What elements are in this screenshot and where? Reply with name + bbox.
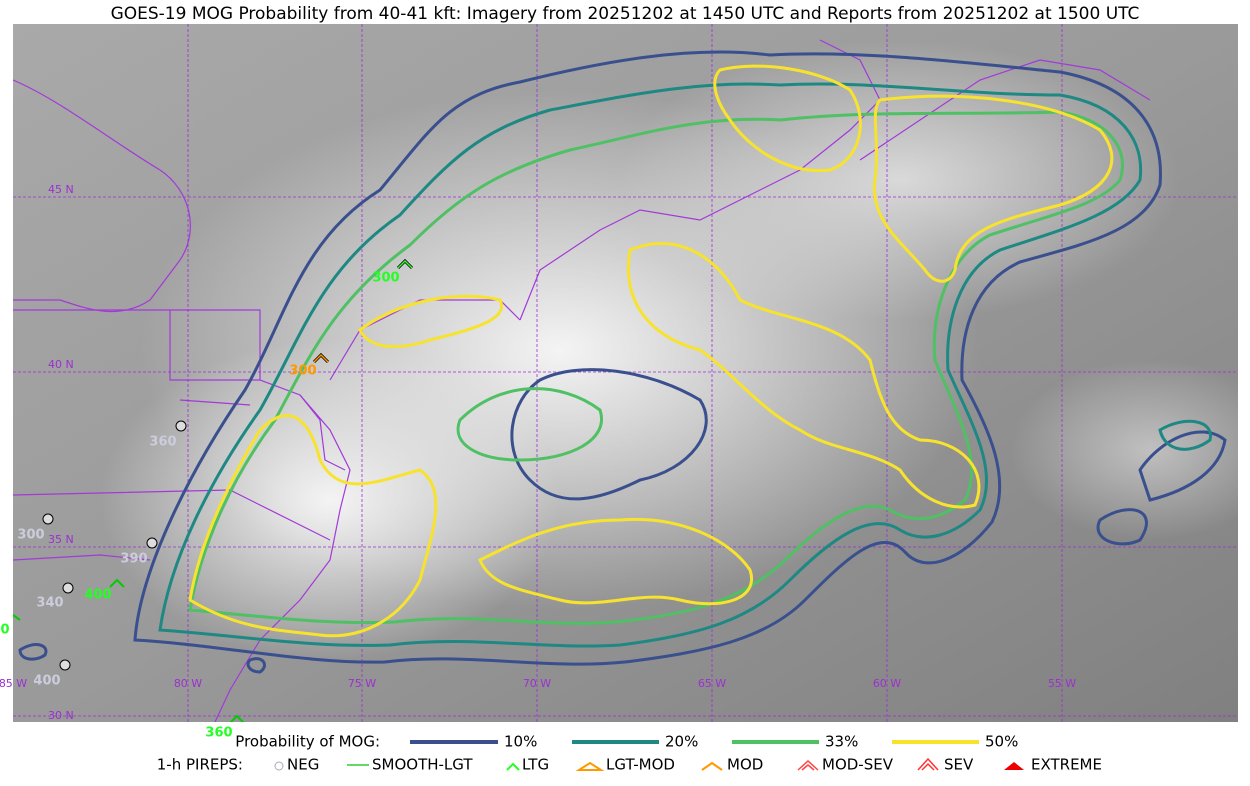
contours-10 bbox=[18, 50, 1227, 674]
contour bbox=[18, 643, 266, 674]
contour bbox=[1138, 430, 1227, 502]
state-border bbox=[170, 309, 261, 406]
legend-item: 33% bbox=[825, 733, 858, 751]
lon-label: 65 W bbox=[698, 677, 726, 690]
lon-label: 75 W bbox=[348, 677, 376, 690]
contour bbox=[510, 368, 708, 501]
neg-symbol bbox=[59, 659, 71, 671]
contour bbox=[478, 517, 754, 606]
contour bbox=[133, 50, 1162, 666]
pirep-label: 340 bbox=[36, 596, 63, 611]
legend-item: LTG bbox=[522, 756, 549, 774]
lat-label: 30 N bbox=[48, 709, 74, 722]
contour bbox=[158, 82, 1143, 648]
graticule bbox=[13, 24, 1238, 722]
contour bbox=[872, 94, 1114, 283]
lon-label: 70 W bbox=[523, 677, 551, 690]
legend: Probability of MOG: 10% 20% 33% 50% 1-h … bbox=[157, 733, 1102, 774]
mod-sev-symbol bbox=[797, 759, 819, 771]
pirep-label: 300 bbox=[372, 271, 399, 286]
lon-label: 80 W bbox=[174, 677, 202, 690]
contour bbox=[188, 414, 438, 638]
pirep-label: 390 bbox=[120, 552, 147, 567]
legend-item: EXTREME bbox=[1031, 756, 1102, 774]
legend-item: SEV bbox=[944, 756, 974, 774]
sev-symbol bbox=[917, 757, 939, 771]
contour bbox=[358, 294, 504, 349]
legend-item: 50% bbox=[985, 733, 1018, 751]
legend-item: MOD-SEV bbox=[822, 756, 894, 774]
extreme-symbol bbox=[1004, 762, 1024, 770]
pirep-label: 400 bbox=[33, 674, 60, 689]
ltg-symbol bbox=[13, 578, 245, 722]
legend-item: 20% bbox=[665, 733, 698, 751]
ltg-symbol bbox=[397, 259, 413, 269]
map bbox=[13, 24, 1238, 722]
cloud bbox=[100, 340, 560, 660]
neg-symbol bbox=[62, 582, 74, 594]
pirep-label: 400 bbox=[84, 588, 111, 603]
neg-symbol bbox=[274, 761, 284, 771]
coastline bbox=[859, 59, 1151, 161]
neg-symbol bbox=[175, 420, 187, 432]
contours-20 bbox=[158, 82, 1212, 648]
contour bbox=[1096, 508, 1148, 546]
legend-item: SMOOTH-LGT bbox=[372, 756, 473, 774]
lon-label: 55 W bbox=[1048, 677, 1076, 690]
legend-item: NEG bbox=[287, 756, 319, 774]
contour bbox=[1158, 419, 1212, 451]
lon-label: 60 W bbox=[873, 677, 901, 690]
contour bbox=[713, 64, 862, 173]
title: GOES-19 MOG Probability from 40-41 kft: … bbox=[111, 4, 1140, 24]
pirep-label: 360 bbox=[205, 726, 232, 741]
lat-label: 40 N bbox=[48, 358, 74, 371]
pirep-label: 360 bbox=[149, 435, 176, 450]
contours-50 bbox=[188, 64, 1114, 638]
legend-item: LGT-MOD bbox=[606, 756, 675, 774]
legend-title: Probability of MOG: bbox=[235, 733, 380, 751]
pirep-symbols bbox=[13, 258, 414, 722]
contour bbox=[456, 387, 603, 462]
pirep-label: 300 bbox=[289, 364, 316, 379]
ltg-symbol bbox=[506, 762, 520, 771]
mod-symbol bbox=[313, 353, 329, 363]
contour bbox=[627, 242, 981, 509]
neg-symbol bbox=[42, 513, 54, 525]
legend-item: MOD bbox=[727, 756, 763, 774]
cloud bbox=[1010, 360, 1238, 540]
lon-label: 85 W bbox=[0, 677, 27, 690]
coastline bbox=[13, 79, 191, 313]
lat-label: 45 N bbox=[48, 183, 74, 196]
coastline bbox=[299, 299, 521, 471]
neg-symbol bbox=[146, 537, 158, 549]
pirep-label: 300 bbox=[17, 528, 44, 543]
contours-33 bbox=[188, 110, 1124, 625]
cloud bbox=[620, 40, 1180, 320]
legend-title: 1-h PIREPS: bbox=[157, 756, 243, 774]
lgt-mod-symbol bbox=[575, 761, 605, 771]
legend-item: 10% bbox=[504, 733, 537, 751]
neg-symbols bbox=[42, 420, 187, 671]
lat-label: 35 N bbox=[48, 533, 74, 546]
contour bbox=[188, 110, 1124, 625]
mod-symbol bbox=[701, 761, 723, 771]
pirep-label: 0 bbox=[0, 623, 9, 638]
